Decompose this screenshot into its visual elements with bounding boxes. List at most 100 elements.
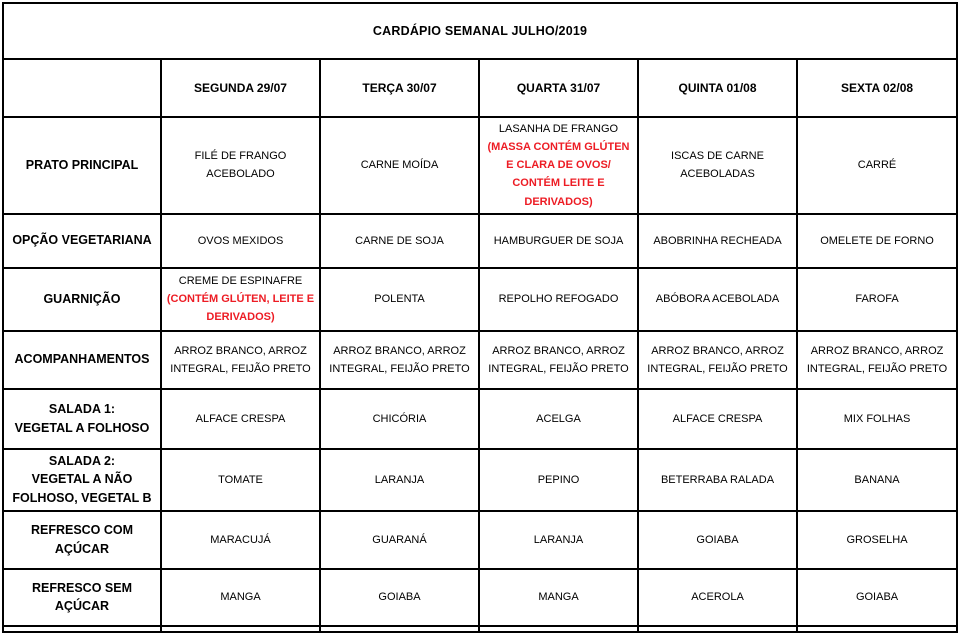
cell-text: BANANA xyxy=(854,473,900,486)
cell-text: LARANJA xyxy=(374,473,425,486)
menu-cell: ALFACE CRESPA xyxy=(160,387,321,450)
column-header-segunda: SEGUNDA 29/07 xyxy=(160,58,321,118)
menu-cell: FILÉ DE FRANGO ACEBOLADO xyxy=(160,116,321,215)
cell-text: GOIABA xyxy=(378,591,421,604)
cell-text: HAMBURGUER DE SOJA xyxy=(493,234,624,247)
page-title: CARDÁPIO SEMANAL JULHO/2019 xyxy=(1,2,958,60)
menu-row-prato-principal: PRATO PRINCIPAL FILÉ DE FRANGO ACEBOLADO… xyxy=(2,116,958,215)
menu-cell xyxy=(478,624,639,633)
column-header-terca: TERÇA 30/07 xyxy=(319,58,480,118)
cell-text: TOMATE xyxy=(218,473,263,486)
cell-text: ARROZ BRANCO, ARROZ INTEGRAL, FEIJÃO PRE… xyxy=(170,344,311,375)
menu-cell: MIX FOLHAS xyxy=(795,387,958,450)
menu-cell xyxy=(319,624,480,633)
cell-text: REPOLHO REFOGADO xyxy=(498,293,619,306)
menu-cell: CARRÉ xyxy=(795,116,958,215)
menu-row-refresco-com-acucar: REFRESCO COM AÇÚCAR MARACUJÁ GUARANÁ LAR… xyxy=(2,509,958,570)
menu-cell: POLENTA xyxy=(319,266,480,332)
cell-text: MIX FOLHAS xyxy=(843,412,911,425)
cell-text: MANGA xyxy=(538,591,579,604)
menu-cell xyxy=(2,624,162,633)
cell-text: ACELGA xyxy=(536,412,581,425)
menu-cell: TOMATE xyxy=(160,447,321,512)
menu-cell: GOIABA xyxy=(637,509,798,570)
menu-cell: ARROZ BRANCO, ARROZ INTEGRAL, FEIJÃO PRE… xyxy=(795,329,958,390)
menu-cell: BANANA xyxy=(795,447,958,512)
menu-cell: CHICÓRIA xyxy=(319,387,480,450)
row-label: GUARNIÇÃO xyxy=(2,266,162,332)
menu-cell: ALFACE CRESPA xyxy=(637,387,798,450)
menu-row-salada-2: SALADA 2: VEGETAL A NÃO FOLHOSO, VEGETAL… xyxy=(2,447,958,512)
cell-text: CARNE MOÍDA xyxy=(360,159,439,172)
cell-text: ISCAS DE CARNE ACEBOLADAS xyxy=(671,150,764,181)
title-row: CARDÁPIO SEMANAL JULHO/2019 xyxy=(1,2,958,60)
menu-cell: ABOBRINHA RECHEADA xyxy=(637,212,798,269)
menu-cell: MANGA xyxy=(478,567,639,627)
menu-cell: ACEROLA xyxy=(637,567,798,627)
menu-cell xyxy=(795,624,958,633)
cell-text: BETERRABA RALADA xyxy=(660,473,775,486)
row-label: SALADA 1: VEGETAL A FOLHOSO xyxy=(2,387,162,450)
cell-text: OVOS MEXIDOS xyxy=(197,234,284,247)
cell-text: ALFACE CRESPA xyxy=(195,412,286,425)
cell-text: MARACUJÁ xyxy=(210,533,271,546)
menu-cell: PEPINO xyxy=(478,447,639,512)
row-label: ACOMPANHAMENTOS xyxy=(2,329,162,390)
menu-cell: GUARANÁ xyxy=(319,509,480,570)
menu-cell: GOIABA xyxy=(795,567,958,627)
column-header-quarta: QUARTA 31/07 xyxy=(478,58,639,118)
cell-text: ABOBRINHA RECHEADA xyxy=(653,234,782,247)
allergen-note: (MASSA CONTÉM GLÚTEN E CLARA DE OVOS/ CO… xyxy=(487,141,630,208)
menu-row-opcao-vegetariana: OPÇÃO VEGETARIANA OVOS MEXIDOS CARNE DE … xyxy=(2,212,958,269)
cell-text: GOIABA xyxy=(696,533,739,546)
partial-bottom-row xyxy=(2,624,958,633)
cell-text: FAROFA xyxy=(855,293,899,306)
corner-cell xyxy=(2,58,162,118)
row-label: OPÇÃO VEGETARIANA xyxy=(2,212,162,269)
cell-text: GUARANÁ xyxy=(372,533,427,546)
row-label: REFRESCO COM AÇÚCAR xyxy=(2,509,162,570)
cell-text: ALFACE CRESPA xyxy=(672,412,763,425)
cell-text: ARROZ BRANCO, ARROZ INTEGRAL, FEIJÃO PRE… xyxy=(488,344,629,375)
cell-text: CREME DE ESPINAFRE xyxy=(178,274,303,287)
menu-cell: GROSELHA xyxy=(795,509,958,570)
menu-cell: HAMBURGUER DE SOJA xyxy=(478,212,639,269)
menu-cell: LASANHA DE FRANGO (MASSA CONTÉM GLÚTEN E… xyxy=(478,116,639,215)
cell-text: ARROZ BRANCO, ARROZ INTEGRAL, FEIJÃO PRE… xyxy=(647,344,788,375)
row-label: REFRESCO SEM AÇÚCAR xyxy=(2,567,162,627)
row-label: SALADA 2: VEGETAL A NÃO FOLHOSO, VEGETAL… xyxy=(2,447,162,512)
cell-text: CARNE DE SOJA xyxy=(355,234,444,247)
menu-cell xyxy=(160,624,321,633)
cell-text: CHICÓRIA xyxy=(372,412,427,425)
row-label: PRATO PRINCIPAL xyxy=(2,116,162,215)
cell-text: MANGA xyxy=(220,591,261,604)
menu-cell: ABÓBORA ACEBOLADA xyxy=(637,266,798,332)
cell-text: LASANHA DE FRANGO xyxy=(498,123,619,135)
menu-cell: OMELETE DE FORNO xyxy=(795,212,958,269)
menu-cell: ARROZ BRANCO, ARROZ INTEGRAL, FEIJÃO PRE… xyxy=(319,329,480,390)
menu-cell: ARROZ BRANCO, ARROZ INTEGRAL, FEIJÃO PRE… xyxy=(637,329,798,390)
cell-text: FILÉ DE FRANGO ACEBOLADO xyxy=(194,150,287,181)
menu-cell: MARACUJÁ xyxy=(160,509,321,570)
menu-cell: CARNE MOÍDA xyxy=(319,116,480,215)
menu-cell: OVOS MEXIDOS xyxy=(160,212,321,269)
header-row: SEGUNDA 29/07 TERÇA 30/07 QUARTA 31/07 Q… xyxy=(2,58,958,118)
cell-text: POLENTA xyxy=(374,293,425,306)
cell-text: OMELETE DE FORNO xyxy=(820,234,934,247)
menu-cell: BETERRABA RALADA xyxy=(637,447,798,512)
allergen-note: (CONTÉM GLÚTEN, LEITE E DERIVADOS) xyxy=(166,293,315,324)
menu-cell: ACELGA xyxy=(478,387,639,450)
cell-text: PEPINO xyxy=(537,473,580,486)
cell-text: ARROZ BRANCO, ARROZ INTEGRAL, FEIJÃO PRE… xyxy=(329,344,470,375)
menu-row-salada-1: SALADA 1: VEGETAL A FOLHOSO ALFACE CRESP… xyxy=(2,387,958,450)
menu-row-guarnicao: GUARNIÇÃO CREME DE ESPINAFRE (CONTÉM GLÚ… xyxy=(2,266,958,332)
column-header-quinta: QUINTA 01/08 xyxy=(637,58,798,118)
menu-cell: ARROZ BRANCO, ARROZ INTEGRAL, FEIJÃO PRE… xyxy=(160,329,321,390)
menu-cell: MANGA xyxy=(160,567,321,627)
cell-text: GROSELHA xyxy=(846,533,908,546)
menu-row-acompanhamentos: ACOMPANHAMENTOS ARROZ BRANCO, ARROZ INTE… xyxy=(2,329,958,390)
cell-text: ACEROLA xyxy=(691,591,744,604)
menu-cell: CARNE DE SOJA xyxy=(319,212,480,269)
